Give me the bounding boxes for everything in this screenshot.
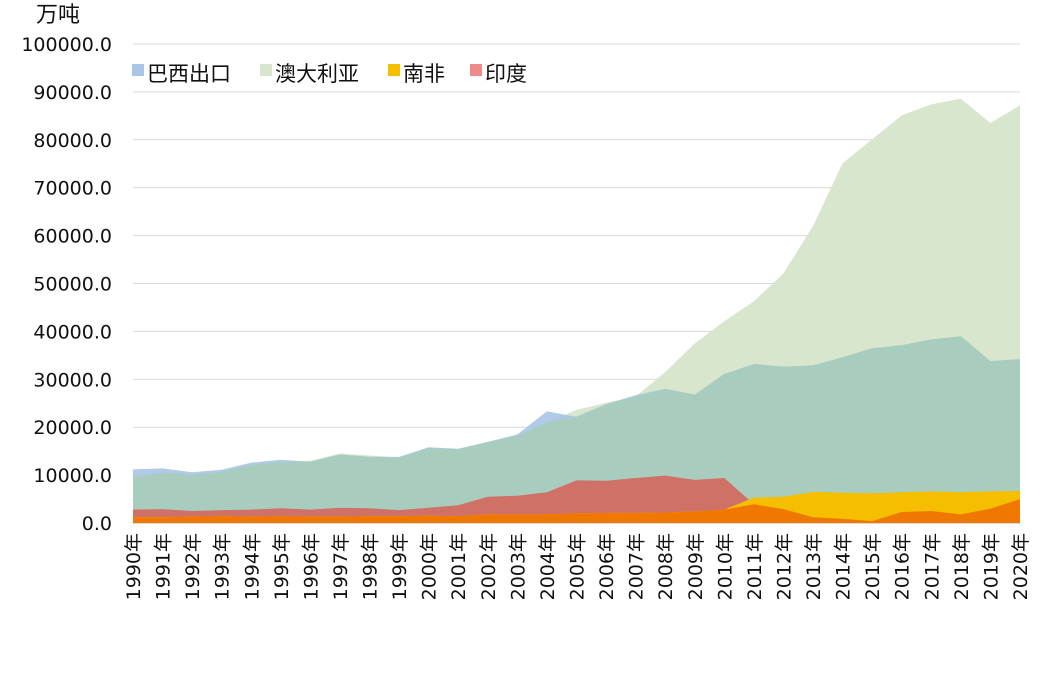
overlap-southafrica-india: [133, 499, 1020, 523]
x-tick-label: 2008年: [655, 533, 677, 600]
x-tick-label: 2017年: [921, 533, 943, 600]
legend-swatch: [260, 64, 272, 76]
x-tick-label: 1996年: [300, 533, 322, 600]
overlap-regions: [133, 336, 1020, 523]
y-tick-label: 100000.0: [21, 34, 112, 56]
legend-label: 印度: [485, 62, 527, 86]
x-tick-label: 2010年: [714, 533, 736, 600]
legend-swatch: [470, 64, 482, 76]
x-tick-label: 2016年: [892, 533, 914, 600]
y-tick-label: 50000.0: [33, 274, 112, 296]
y-tick-label: 0.0: [82, 513, 112, 535]
x-tick-label: 2007年: [626, 533, 648, 600]
x-axis: 1990年 1991年 1992年 1993年 1994年 1995年 1996年 1997年…: [123, 523, 1032, 600]
x-tick-label: 1993年: [212, 533, 234, 600]
legend-swatch: [388, 64, 400, 76]
x-tick-label: 1992年: [182, 533, 204, 600]
x-tick-label: 2012年: [773, 533, 795, 600]
x-tick-label: 2000年: [419, 533, 441, 600]
x-tick-label: 1995年: [271, 533, 293, 600]
legend-swatch: [132, 64, 144, 76]
y-tick-label: 60000.0: [33, 226, 112, 248]
x-tick-label: 2019年: [980, 533, 1002, 600]
y-tick-label: 90000.0: [33, 82, 112, 104]
legend-label: 澳大利亚: [275, 62, 359, 86]
x-tick-label: 1990年: [123, 533, 145, 600]
y-tick-label: 30000.0: [33, 369, 112, 391]
x-tick-label: 2020年: [1010, 533, 1032, 600]
overlap-india: [133, 475, 1020, 523]
x-tick-label: 1991年: [153, 533, 175, 600]
x-tick-label: 1997年: [330, 533, 352, 600]
legend-label: 南非: [403, 62, 445, 86]
x-tick-label: 2005年: [567, 533, 589, 600]
x-tick-label: 2002年: [478, 533, 500, 600]
y-tick-label: 40000.0: [33, 321, 112, 343]
x-tick-label: 2018年: [951, 533, 973, 600]
y-axis: 0.0 10000.0 20000.0 30000.0 40000.0 50000.0 60…: [21, 34, 112, 535]
x-tick-label: 2003年: [507, 533, 529, 600]
x-tick-label: 2004年: [537, 533, 559, 600]
x-tick-label: 2013年: [803, 533, 825, 600]
y-tick-label: 70000.0: [33, 178, 112, 200]
x-tick-label: 2015年: [862, 533, 884, 600]
x-tick-label: 2009年: [685, 533, 707, 600]
x-tick-label: 1998年: [360, 533, 382, 600]
x-tick-label: 2001年: [448, 533, 470, 600]
y-tick-label: 80000.0: [33, 130, 112, 152]
x-tick-label: 1994年: [241, 533, 263, 600]
legend-label: 巴西出口: [147, 62, 231, 86]
x-tick-label: 1999年: [389, 533, 411, 600]
legend: 巴西出口 澳大利亚 南非 印度: [132, 62, 527, 86]
x-tick-label: 2011年: [744, 533, 766, 600]
y-tick-label: 10000.0: [33, 465, 112, 487]
x-tick-label: 2014年: [833, 533, 855, 600]
y-tick-label: 20000.0: [33, 417, 112, 439]
y-unit-label: 万吨: [36, 3, 80, 28]
x-tick-label: 2006年: [596, 533, 618, 600]
overlap-brazil-australia: [133, 336, 1020, 523]
